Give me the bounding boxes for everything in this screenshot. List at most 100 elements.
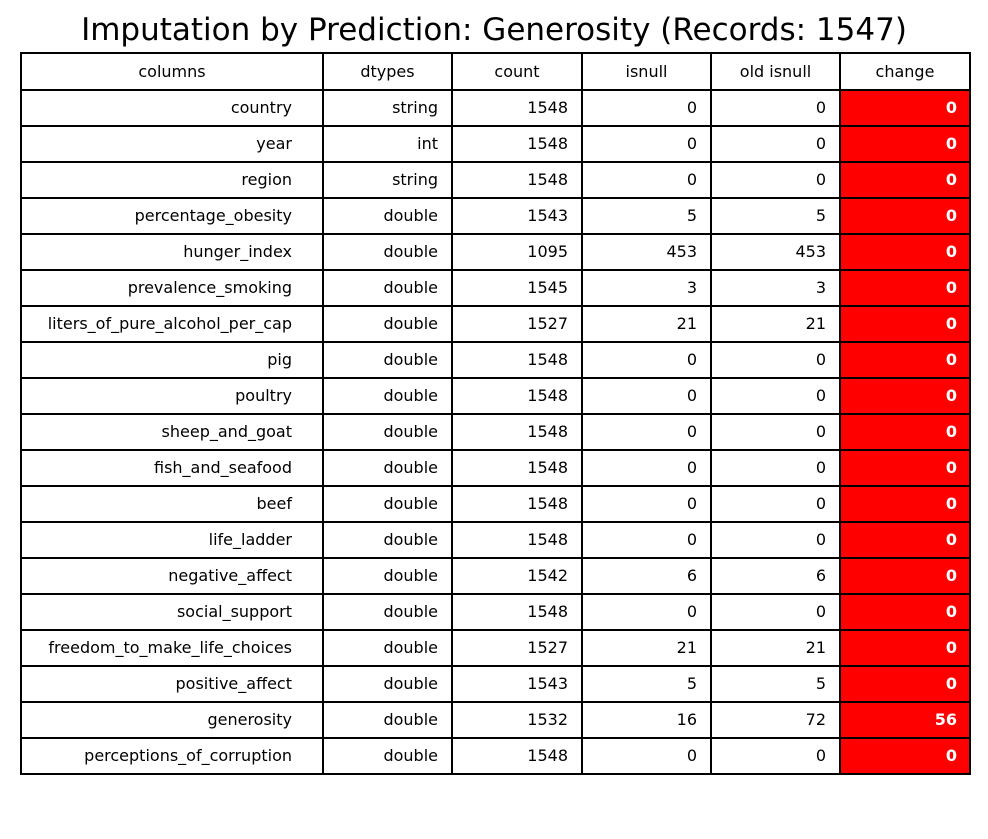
old-isnull-cell: 3	[710, 269, 841, 307]
count-cell: 1527	[451, 629, 583, 667]
table-row: fish_and_seafood double 1548 0 0 0	[20, 449, 971, 487]
table-row: pig double 1548 0 0 0	[20, 341, 971, 379]
column-name-cell: negative_affect	[20, 557, 324, 595]
change-cell: 0	[839, 197, 971, 235]
isnull-cell: 0	[581, 521, 712, 559]
dtype-cell: double	[322, 197, 453, 235]
old-isnull-cell: 21	[710, 629, 841, 667]
table-row: life_ladder double 1548 0 0 0	[20, 521, 971, 559]
table-row: sheep_and_goat double 1548 0 0 0	[20, 413, 971, 451]
count-cell: 1527	[451, 305, 583, 343]
header-cell-isnull: isnull	[581, 52, 712, 91]
change-cell: 0	[839, 269, 971, 307]
column-name-cell: hunger_index	[20, 233, 324, 271]
dtype-cell: double	[322, 233, 453, 271]
table-row: generosity double 1532 16 72 56	[20, 701, 971, 739]
column-name-cell: positive_affect	[20, 665, 324, 703]
dtype-cell: double	[322, 449, 453, 487]
old-isnull-cell: 0	[710, 737, 841, 775]
column-name-cell: fish_and_seafood	[20, 449, 324, 487]
dtype-cell: int	[322, 125, 453, 163]
column-name-cell: poultry	[20, 377, 324, 415]
isnull-cell: 16	[581, 701, 712, 739]
dtype-cell: double	[322, 737, 453, 775]
table-row: hunger_index double 1095 453 453 0	[20, 233, 971, 271]
chart-title: Imputation by Prediction: Generosity (Re…	[81, 12, 907, 48]
dtype-cell: double	[322, 413, 453, 451]
change-cell: 0	[839, 89, 971, 127]
old-isnull-cell: 5	[710, 197, 841, 235]
change-cell: 0	[839, 665, 971, 703]
count-cell: 1532	[451, 701, 583, 739]
change-cell: 0	[839, 737, 971, 775]
old-isnull-cell: 453	[710, 233, 841, 271]
isnull-cell: 0	[581, 341, 712, 379]
change-cell: 0	[839, 593, 971, 631]
old-isnull-cell: 6	[710, 557, 841, 595]
change-cell: 0	[839, 557, 971, 595]
table-body: country string 1548 0 0 0 year int 1548 0 0 0 region…	[20, 89, 971, 775]
isnull-cell: 0	[581, 737, 712, 775]
column-name-cell: year	[20, 125, 324, 163]
count-cell: 1548	[451, 125, 583, 163]
header-cell-columns: columns	[20, 52, 324, 91]
table-header: columns dtypes count isnull old isnull c…	[20, 52, 971, 91]
table-row: perceptions_of_corruption double 1548 0 0 0	[20, 737, 971, 775]
change-cell: 0	[839, 341, 971, 379]
change-cell: 0	[839, 629, 971, 667]
change-cell: 0	[839, 305, 971, 343]
old-isnull-cell: 0	[710, 521, 841, 559]
table-row: liters_of_pure_alcohol_per_cap double 1527…	[20, 305, 971, 343]
count-cell: 1543	[451, 197, 583, 235]
old-isnull-cell: 0	[710, 161, 841, 199]
table-row: negative_affect double 1542 6 6 0	[20, 557, 971, 595]
isnull-cell: 0	[581, 161, 712, 199]
data-table: columns dtypes count isnull old isnull c…	[20, 52, 971, 775]
dtype-cell: double	[322, 701, 453, 739]
isnull-cell: 0	[581, 413, 712, 451]
column-name-cell: liters_of_pure_alcohol_per_cap	[20, 305, 324, 343]
count-cell: 1548	[451, 521, 583, 559]
dtype-cell: double	[322, 377, 453, 415]
table-row: poultry double 1548 0 0 0	[20, 377, 971, 415]
dtype-cell: double	[322, 341, 453, 379]
old-isnull-cell: 0	[710, 485, 841, 523]
isnull-cell: 0	[581, 593, 712, 631]
old-isnull-cell: 0	[710, 593, 841, 631]
isnull-cell: 0	[581, 485, 712, 523]
change-cell: 0	[839, 413, 971, 451]
count-cell: 1095	[451, 233, 583, 271]
count-cell: 1548	[451, 161, 583, 199]
table-row: positive_affect double 1543 5 5 0	[20, 665, 971, 703]
dtype-cell: double	[322, 665, 453, 703]
header-cell-count: count	[451, 52, 583, 91]
table-row: year int 1548 0 0 0	[20, 125, 971, 163]
isnull-cell: 453	[581, 233, 712, 271]
column-name-cell: pig	[20, 341, 324, 379]
dtype-cell: double	[322, 557, 453, 595]
isnull-cell: 21	[581, 305, 712, 343]
column-name-cell: percentage_obesity	[20, 197, 324, 235]
count-cell: 1548	[451, 341, 583, 379]
table-row: percentage_obesity double 1543 5 5 0	[20, 197, 971, 235]
dtype-cell: double	[322, 593, 453, 631]
old-isnull-cell: 0	[710, 413, 841, 451]
isnull-cell: 0	[581, 449, 712, 487]
column-name-cell: country	[20, 89, 324, 127]
change-cell: 56	[839, 701, 971, 739]
isnull-cell: 21	[581, 629, 712, 667]
column-name-cell: region	[20, 161, 324, 199]
header-cell-dtypes: dtypes	[322, 52, 453, 91]
count-cell: 1548	[451, 737, 583, 775]
dtype-cell: double	[322, 629, 453, 667]
table-row: freedom_to_make_life_choices double 1527 21…	[20, 629, 971, 667]
dtype-cell: double	[322, 269, 453, 307]
old-isnull-cell: 0	[710, 89, 841, 127]
dtype-cell: double	[322, 305, 453, 343]
dtype-cell: double	[322, 485, 453, 523]
count-cell: 1543	[451, 665, 583, 703]
isnull-cell: 5	[581, 665, 712, 703]
table-row: region string 1548 0 0 0	[20, 161, 971, 199]
old-isnull-cell: 0	[710, 341, 841, 379]
isnull-cell: 3	[581, 269, 712, 307]
